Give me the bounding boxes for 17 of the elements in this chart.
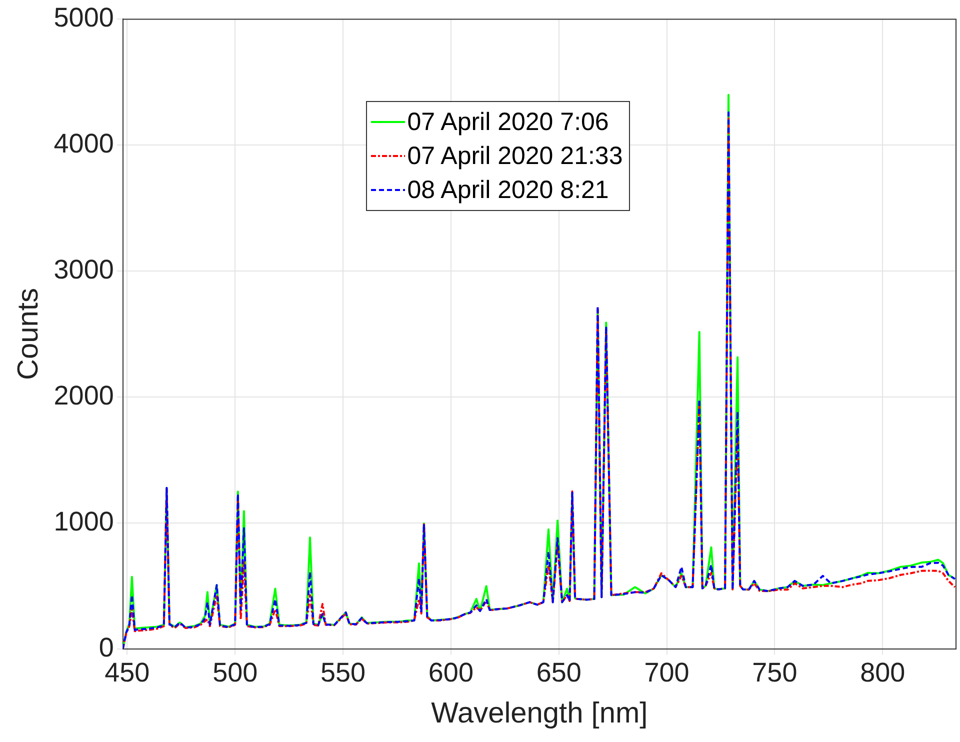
x-axis-title: Wavelength [nm] — [431, 698, 648, 730]
y-tick-label: 1000 — [54, 506, 114, 536]
legend-label: 07 April 2020 21:33 — [407, 141, 623, 172]
legend-label: 07 April 2020 7:06 — [407, 107, 609, 138]
y-axis-title: Counts — [12, 288, 44, 380]
y-tick-label: 2000 — [54, 380, 114, 410]
x-tick-label: 650 — [536, 657, 582, 688]
x-tick-label: 800 — [860, 657, 906, 688]
y-tick-label: 5000 — [54, 2, 114, 33]
x-tick-label: 500 — [212, 657, 258, 688]
x-tick-label: 700 — [644, 657, 690, 688]
legend-label: 08 April 2020 8:21 — [407, 175, 609, 206]
y-tick-label: 4000 — [54, 128, 114, 159]
x-tick-label: 600 — [428, 657, 474, 688]
x-tick-label: 550 — [320, 657, 366, 688]
y-tick-label: 3000 — [54, 254, 114, 284]
x-tick-label: 750 — [752, 657, 798, 688]
